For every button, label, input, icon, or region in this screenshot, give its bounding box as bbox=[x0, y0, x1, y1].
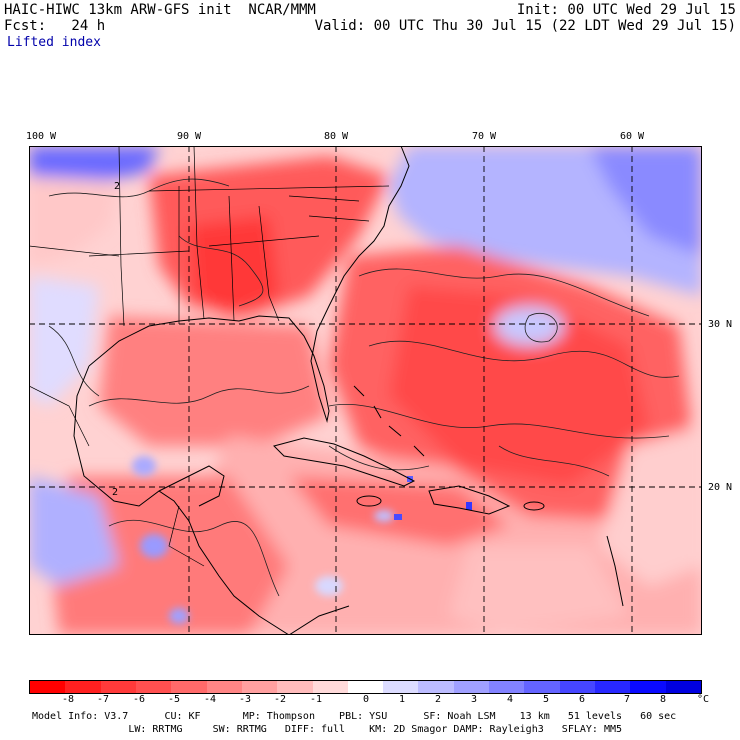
model-info-line-1: Model Info: V3.7 CU: KF MP: Thompson PBL… bbox=[32, 711, 677, 722]
longitude-label: 80 W bbox=[323, 131, 349, 142]
colorbar-tick: -7 bbox=[96, 694, 110, 705]
colorbar-tick: 6 bbox=[578, 694, 586, 705]
colorbar-tick: -8 bbox=[61, 694, 75, 705]
longitude-label: 60 W bbox=[619, 131, 645, 142]
colorbar-tick: -4 bbox=[203, 694, 217, 705]
colorbar-swatch bbox=[595, 681, 631, 693]
forecast-hour: Fcst: 24 h bbox=[4, 18, 106, 34]
colorbar-unit: °C bbox=[697, 694, 710, 705]
colorbar-swatch bbox=[418, 681, 454, 693]
colorbar-swatch bbox=[383, 681, 419, 693]
lifted-index-map: 2 2 bbox=[29, 146, 702, 635]
colorbar-tick: 0 bbox=[362, 694, 370, 705]
colorbar-tick: 2 bbox=[434, 694, 442, 705]
field-shading bbox=[29, 146, 702, 635]
colorbar-swatch bbox=[100, 681, 136, 693]
contour-label: 2 bbox=[112, 487, 118, 498]
graticule bbox=[29, 146, 702, 635]
colorbar-swatch bbox=[206, 681, 242, 693]
colorbar-swatch bbox=[135, 681, 172, 693]
model-info-line-2: LW: RRTMG SW: RRTMG DIFF: full KM: 2D Sm… bbox=[32, 724, 623, 735]
colorbar bbox=[29, 680, 702, 694]
colorbar-swatch bbox=[30, 681, 66, 693]
colorbar-swatch bbox=[524, 681, 560, 693]
colorbar-tick: 3 bbox=[470, 694, 478, 705]
colorbar-tick: 7 bbox=[623, 694, 631, 705]
colorbar-swatch bbox=[347, 681, 384, 693]
colorbar-swatch bbox=[665, 681, 701, 693]
colorbar-tick: 4 bbox=[506, 694, 514, 705]
colorbar-tick: 5 bbox=[542, 694, 550, 705]
blue-pockets bbox=[132, 456, 394, 624]
colorbar-swatch bbox=[65, 681, 101, 693]
colorbar-tick: -5 bbox=[167, 694, 181, 705]
model-title: HAIC-HIWC 13km ARW-GFS init NCAR/MMM bbox=[4, 2, 316, 18]
longitude-label: 90 W bbox=[176, 131, 202, 142]
deep-blue-cell bbox=[394, 514, 402, 520]
longitude-label: 70 W bbox=[471, 131, 497, 142]
longitude-label: 100 W bbox=[25, 131, 57, 142]
colorbar-swatch bbox=[453, 681, 490, 693]
colorbar-swatch bbox=[241, 681, 278, 693]
latitude-label: 20 N bbox=[708, 482, 733, 493]
valid-time: Valid: 00 UTC Thu 30 Jul 15 (22 LDT Wed … bbox=[314, 18, 736, 34]
colorbar-tick: 1 bbox=[398, 694, 406, 705]
init-time: Init: 00 UTC Wed 29 Jul 15 bbox=[516, 2, 736, 18]
colorbar-swatch bbox=[171, 681, 207, 693]
colorbar-swatch bbox=[630, 681, 666, 693]
colorbar-tick: -6 bbox=[132, 694, 146, 705]
colorbar-swatch bbox=[277, 681, 313, 693]
colorbar-tick: -1 bbox=[309, 694, 323, 705]
colorbar-swatch bbox=[559, 681, 595, 693]
deep-blue-cell bbox=[466, 502, 472, 510]
latitude-label: 30 N bbox=[708, 319, 733, 330]
colorbar-tick: -3 bbox=[238, 694, 252, 705]
contour-label: 2 bbox=[114, 181, 120, 192]
map-frame bbox=[29, 146, 702, 635]
colorbar-swatch bbox=[489, 681, 525, 693]
field-name: Lifted index bbox=[7, 35, 101, 50]
colorbar-tick: 8 bbox=[659, 694, 667, 705]
colorbar-tick: -2 bbox=[273, 694, 287, 705]
coastlines bbox=[73, 146, 624, 635]
colorbar-swatch bbox=[312, 681, 348, 693]
